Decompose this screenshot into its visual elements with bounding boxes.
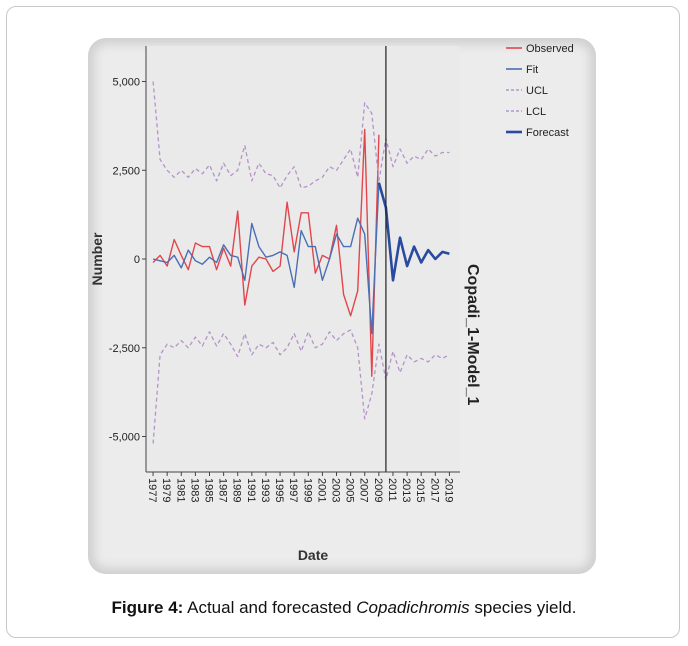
x-tick-label: 1987 xyxy=(217,478,229,502)
x-tick-label: 1995 xyxy=(273,478,285,502)
x-tick-label: 2017 xyxy=(428,478,440,502)
series-line-fit xyxy=(152,182,380,335)
x-tick-label: 1981 xyxy=(174,478,186,502)
x-tick-label: 2003 xyxy=(330,478,342,502)
x-tick-label: 2015 xyxy=(414,478,426,502)
x-tick-label: 2001 xyxy=(315,478,327,502)
x-tick-label: 1977 xyxy=(146,478,158,502)
chart-svg: 5,000 2,500 0 -2,500 -5,000 1977 1979 1981 1983… xyxy=(89,43,574,563)
legend-label-fit: Fit xyxy=(526,64,538,76)
caption-text-after: species yield. xyxy=(469,598,577,617)
x-tick-label: 2005 xyxy=(344,478,356,502)
x-tick-label: 2013 xyxy=(400,478,412,502)
y-tick-label: 2,500 xyxy=(112,165,140,177)
caption-species: Copadichromis xyxy=(356,598,470,617)
x-tick-label: 1979 xyxy=(160,478,172,502)
x-tick-label: 2007 xyxy=(358,478,370,502)
caption-text-before: Actual and forecasted xyxy=(183,598,357,617)
legend-label-forecast: Forecast xyxy=(526,127,569,139)
series-line-forecast xyxy=(377,182,450,282)
legend-label-ucl: UCL xyxy=(526,85,548,97)
x-tick-label: 1999 xyxy=(301,478,313,502)
y-tick-label: -5,000 xyxy=(109,432,140,444)
series-line-lcl xyxy=(152,329,450,444)
caption-label: Figure 4: xyxy=(111,598,184,617)
x-tick-label: 2011 xyxy=(386,478,398,502)
figure-caption: Figure 4: Actual and forecasted Copadich… xyxy=(0,598,688,618)
series-line-observed xyxy=(152,128,380,377)
x-tick-label: 1991 xyxy=(245,478,257,502)
x-tick-label: 1983 xyxy=(188,478,200,502)
x-axis-label: Date xyxy=(298,547,329,563)
x-tick-label: 1985 xyxy=(203,478,215,502)
x-tick-label: 1989 xyxy=(231,478,243,502)
plot-area xyxy=(146,46,460,472)
model-label: Copadi_1-Model_1 xyxy=(464,264,481,405)
x-tick-label: 1993 xyxy=(259,478,271,502)
y-tick-label: -2,500 xyxy=(109,343,140,355)
legend: Observed Fit UCL LCL Forecast xyxy=(506,43,574,139)
legend-label-observed: Observed xyxy=(526,43,574,55)
y-axis-label: Number xyxy=(89,232,105,285)
y-tick-label: 5,000 xyxy=(112,77,140,89)
x-tick-label: 1997 xyxy=(287,478,299,502)
chart-frame: 5,000 2,500 0 -2,500 -5,000 1977 1979 1981 1983… xyxy=(88,38,596,574)
series-line-ucl xyxy=(152,81,450,189)
x-tick-label: 2009 xyxy=(372,478,384,502)
y-tick-label: 0 xyxy=(134,254,140,266)
legend-label-lcl: LCL xyxy=(526,106,546,118)
x-tick-label: 2019 xyxy=(442,478,454,502)
